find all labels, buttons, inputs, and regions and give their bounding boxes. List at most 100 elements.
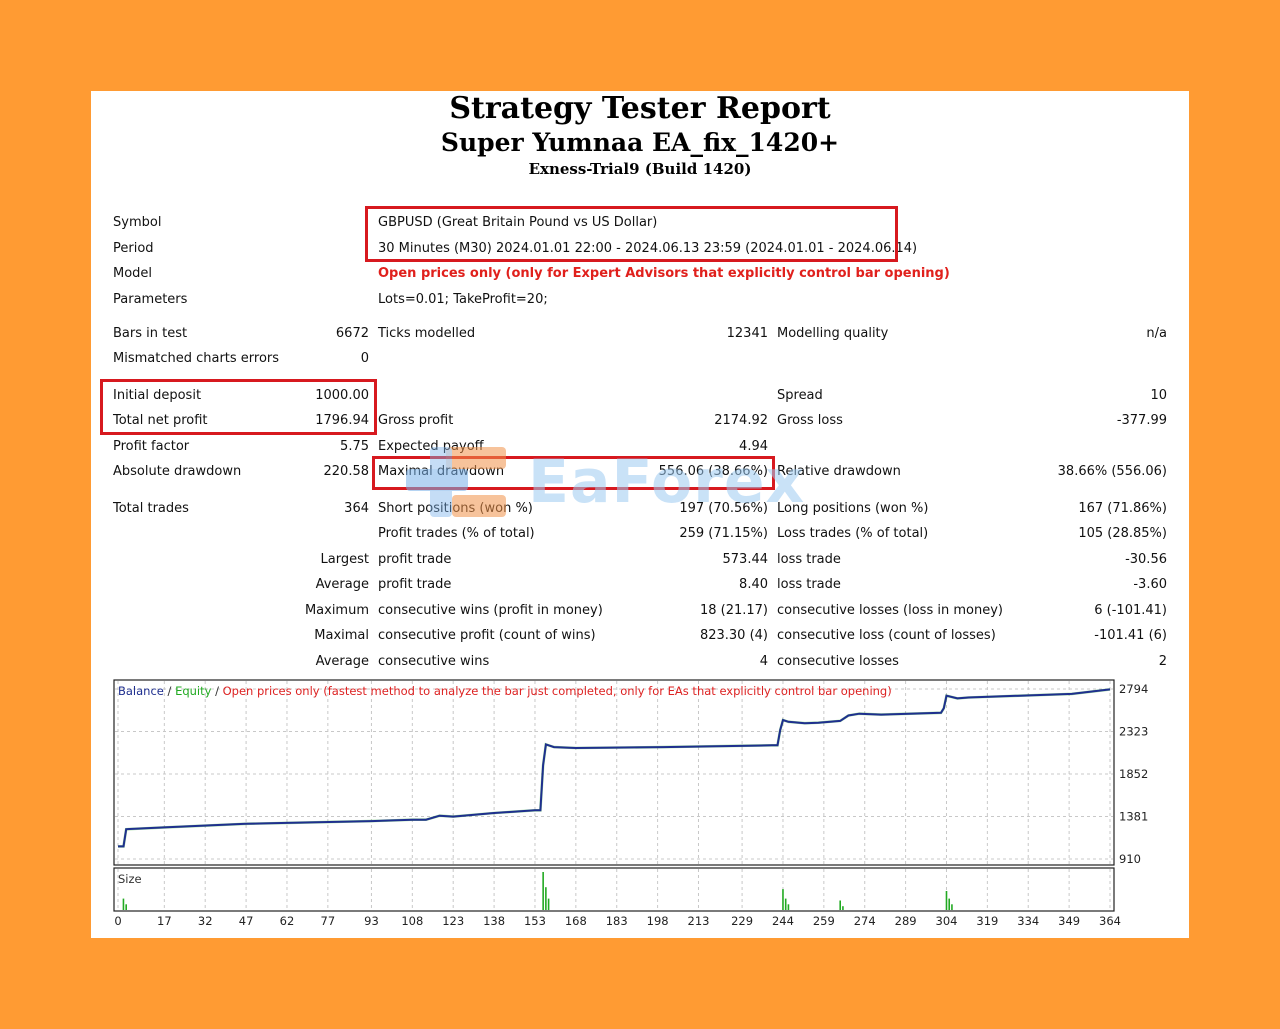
y-tick-label: 910: [1119, 852, 1141, 866]
legend-balance: Balance: [118, 684, 164, 698]
trades-label: Total trades: [113, 501, 189, 516]
legend-equity: Equity: [175, 684, 212, 698]
deposit-profit-highlight: [100, 379, 377, 435]
x-tick-label: 349: [1058, 914, 1080, 928]
payoff-value: 4.94: [739, 439, 768, 454]
x-tick-label: 93: [364, 914, 379, 928]
profittrades-label: Profit trades (% of total): [378, 526, 535, 541]
size-bars: [122, 872, 953, 910]
average-loss-label: loss trade: [777, 577, 841, 592]
size-bar: [122, 898, 125, 910]
report-title: Strategy Tester Report: [449, 91, 831, 126]
x-tick-label: 62: [280, 914, 295, 928]
size-plot-frame: [113, 867, 1115, 912]
short-label: Short positions (won %): [378, 501, 533, 516]
x-tick-label: 138: [483, 914, 505, 928]
size-bar: [782, 889, 784, 910]
reldd-label: Relative drawdown: [777, 464, 901, 479]
x-axis-ticks: 0 17 32 47 62 77 93 108 123 138 153 168 183 198 213 229…: [114, 914, 1121, 928]
x-tick-label: 274: [854, 914, 876, 928]
bars-label: Bars in test: [113, 326, 188, 341]
trades-value: 364: [344, 501, 369, 516]
x-tick-label: 183: [606, 914, 628, 928]
losstrades-label: Loss trades (% of total): [777, 526, 929, 541]
size-bar: [784, 898, 787, 910]
max-wins-label: consecutive wins (profit in money): [378, 603, 603, 618]
largest-loss-label: loss trade: [777, 552, 841, 567]
deposit-label: Initial deposit: [113, 388, 202, 403]
size-label: Size: [118, 872, 142, 886]
parameters-label: Parameters: [113, 292, 188, 307]
x-tick-label: 77: [321, 914, 336, 928]
max-wins-value: 18 (21.17): [699, 603, 768, 618]
avg-consec-losses-label: consecutive losses: [777, 654, 899, 669]
maximum-label: Maximum: [304, 603, 369, 618]
x-tick-label: 108: [401, 914, 423, 928]
symbol-period-highlight: [365, 206, 898, 262]
largest-profit-value: 573.44: [722, 552, 769, 567]
absdd-value: 220.58: [323, 464, 370, 479]
avg-consec-losses-value: 2: [1158, 654, 1167, 669]
maximal-loss-label: consecutive loss (count of losses): [777, 628, 996, 643]
maximal-profit-value: 823.30 (4): [699, 628, 768, 643]
x-tick-label: 153: [524, 914, 546, 928]
largest-loss-value: -30.56: [1125, 552, 1167, 567]
ea-name: Super Yumnaa EA_fix_1420+: [440, 128, 840, 157]
size-bar: [125, 904, 127, 910]
x-tick-label: 168: [565, 914, 587, 928]
symbol-label: Symbol: [113, 215, 162, 230]
profittrades-value: 259 (71.15%): [679, 526, 768, 541]
size-bar: [547, 898, 550, 910]
x-tick-label: 319: [976, 914, 998, 928]
average-profit-label: profit trade: [378, 577, 452, 592]
x-tick-label: 0: [114, 914, 121, 928]
short-value: 197 (70.56%): [679, 501, 768, 516]
spread-value: 10: [1150, 388, 1167, 403]
balance-line: [118, 688, 1111, 848]
reldd-value: 38.66% (556.06): [1057, 464, 1167, 479]
y-axis-ticks: 2794 2323 1852 1381 910: [1119, 682, 1148, 866]
maximal-profit-label: consecutive profit (count of wins): [378, 628, 596, 643]
parameters-value: Lots=0.01; TakeProfit=20;: [378, 292, 548, 307]
legend-model-note: Open prices only (fastest method to anal…: [223, 684, 892, 698]
average-label: Average: [315, 577, 369, 592]
size-bar: [948, 898, 951, 910]
x-tick-label: 364: [1099, 914, 1121, 928]
largest-profit-label: profit trade: [378, 552, 452, 567]
balance-chart-svg: 2794 2323 1852 1381 910 0 17 32 47 62 77 93 108 123 1…: [113, 679, 1148, 928]
y-tick-label: 2794: [1119, 682, 1148, 696]
grid-lines: [115, 681, 1113, 910]
balance-chart: 2794 2323 1852 1381 910 0 17 32 47 62 77 93 108 123 1…: [113, 679, 1173, 929]
maximal-label: Maximal: [314, 628, 369, 643]
period-value: 30 Minutes (M30) 2024.01.01 22:00 - 2024…: [378, 241, 918, 256]
x-tick-label: 32: [198, 914, 213, 928]
x-tick-label: 304: [936, 914, 958, 928]
symbol-value: GBPUSD (Great Britain Pound vs US Dollar…: [378, 215, 658, 230]
long-label: Long positions (won %): [777, 501, 929, 516]
maximal-loss-value: -101.41 (6): [1094, 628, 1167, 643]
largest-label: Largest: [320, 552, 369, 567]
x-tick-label: 244: [772, 914, 794, 928]
long-value: 167 (71.86%): [1078, 501, 1167, 516]
x-tick-label: 198: [647, 914, 669, 928]
y-tick-label: 2323: [1119, 725, 1148, 739]
pf-label: Profit factor: [113, 439, 190, 454]
x-tick-label: 123: [442, 914, 464, 928]
losstrades-value: 105 (28.85%): [1078, 526, 1167, 541]
netprofit-label: Total net profit: [113, 413, 208, 428]
model-label: Model: [113, 266, 153, 281]
x-tick-label: 47: [239, 914, 254, 928]
deposit-value: 1000.00: [315, 388, 369, 403]
average-loss-value: -3.60: [1133, 577, 1167, 592]
maxdd-value: 556.06 (38.66%): [658, 464, 768, 479]
average-profit-value: 8.40: [739, 577, 768, 592]
netprofit-value: 1796.94: [315, 413, 369, 428]
quality-value: n/a: [1146, 326, 1167, 341]
size-bar: [542, 872, 544, 910]
x-tick-label: 334: [1017, 914, 1039, 928]
grossprofit-label: Gross profit: [378, 413, 454, 428]
grossloss-value: -377.99: [1116, 413, 1167, 428]
model-value: Open prices only (only for Expert Adviso…: [378, 266, 950, 281]
x-tick-label: 213: [688, 914, 710, 928]
period-label: Period: [113, 241, 154, 256]
